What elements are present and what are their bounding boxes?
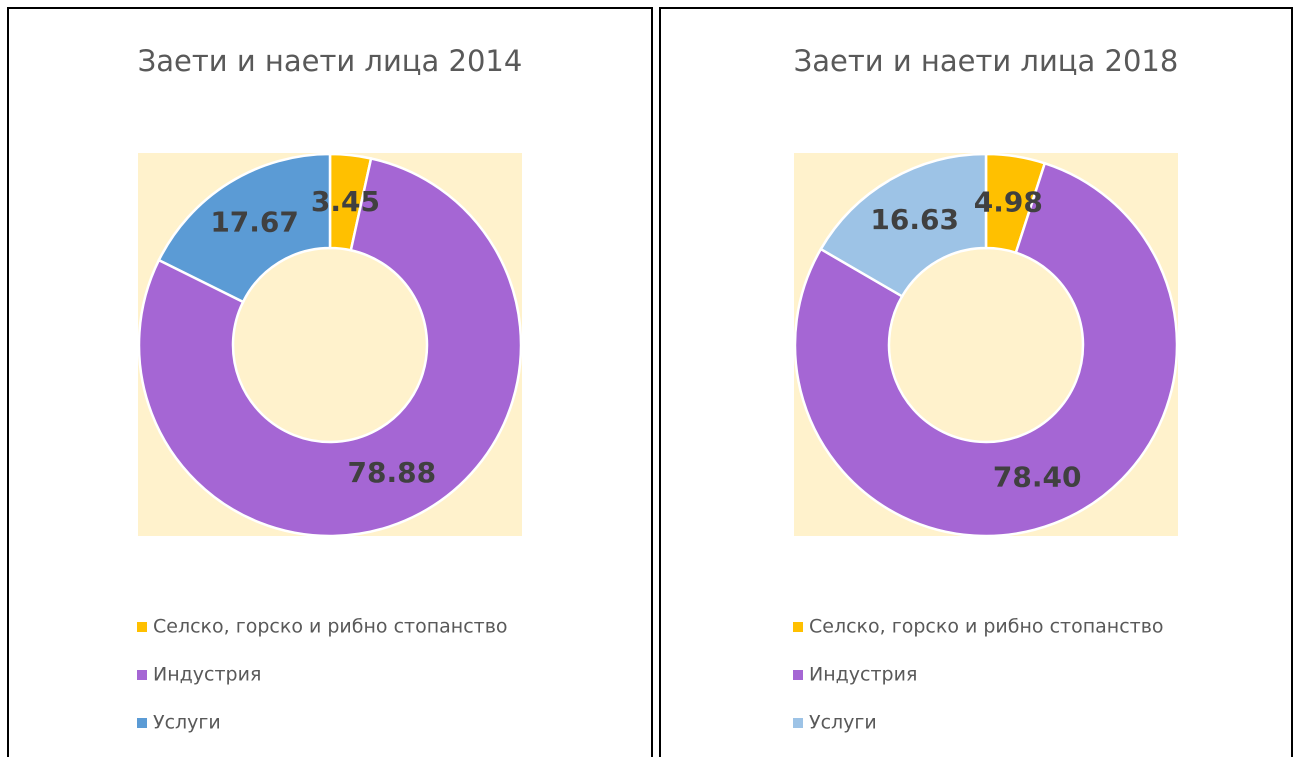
legend-swatch	[793, 718, 803, 728]
chart-title: Заети и наети лица 2014	[138, 44, 523, 78]
legend-swatch	[793, 670, 803, 680]
legend-label: Индустрия	[809, 664, 917, 686]
legend-swatch	[137, 718, 147, 728]
panel-border	[7, 7, 653, 757]
data-label: 17.67	[210, 205, 299, 238]
legend-label: Индустрия	[153, 664, 261, 686]
data-label: 4.98	[974, 186, 1043, 219]
data-label: 3.45	[311, 185, 380, 218]
legend-label: Услуги	[809, 712, 877, 734]
data-label: 16.63	[870, 203, 959, 236]
legend-label: Селско, горско и рибно стопанство	[153, 616, 508, 638]
legend-label: Услуги	[153, 712, 221, 734]
chart-title: Заети и наети лица 2018	[794, 44, 1179, 78]
donut-segment	[793, 161, 1179, 538]
donut-segment	[157, 152, 332, 304]
legend-swatch	[137, 670, 147, 680]
legend-swatch	[793, 622, 803, 632]
donut-segment	[819, 152, 988, 299]
data-label: 78.88	[347, 456, 436, 489]
panel-border	[659, 7, 1293, 757]
data-label: 78.40	[993, 461, 1082, 494]
legend-label: Селско, горско и рибно стопанство	[809, 616, 1164, 638]
legend-swatch	[137, 622, 147, 632]
donut-segment	[137, 156, 523, 538]
